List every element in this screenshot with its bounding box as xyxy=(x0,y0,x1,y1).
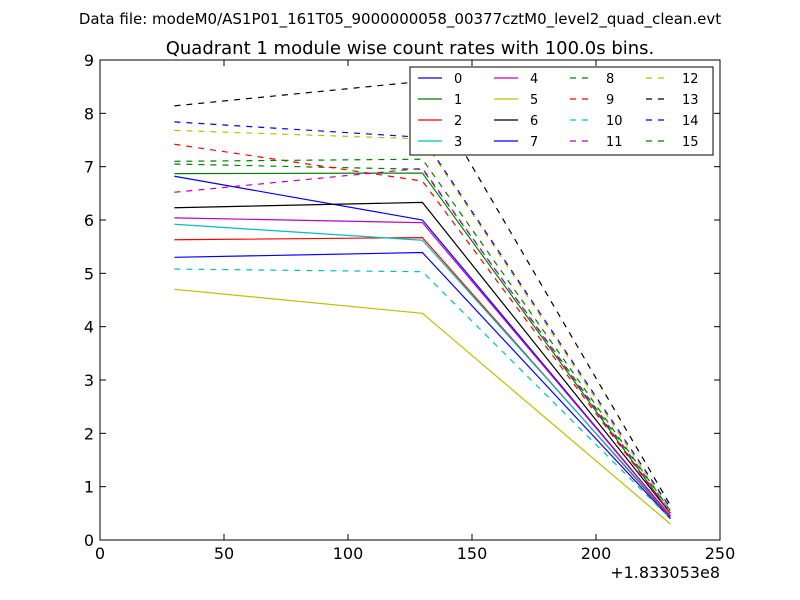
series-line-13 xyxy=(174,80,671,506)
chart-title: Quadrant 1 module wise count rates with … xyxy=(166,38,655,59)
legend-label-9: 9 xyxy=(606,93,614,108)
legend-label-0: 0 xyxy=(454,72,462,87)
plot-frame xyxy=(99,59,721,541)
legend-label-6: 6 xyxy=(530,114,538,129)
series-layer xyxy=(174,80,671,525)
x-tick-label-0: 0 xyxy=(95,544,105,563)
series-line-5 xyxy=(174,288,671,525)
legend-label-10: 10 xyxy=(606,114,623,129)
y-tick-label-8: 8 xyxy=(84,104,94,123)
legend-box xyxy=(409,66,714,156)
y-tick-label-9: 9 xyxy=(84,51,94,70)
x-offset-label: +1.833053e8 xyxy=(610,563,720,582)
legend-label-2: 2 xyxy=(454,114,462,129)
legend-label-11: 11 xyxy=(606,135,623,150)
series-line-11 xyxy=(174,167,671,514)
x-tick-label-100: 100 xyxy=(333,544,364,563)
y-tick-label-0: 0 xyxy=(84,531,94,550)
chart-suptitle: Data file: modeM0/AS1P01_161T05_90000000… xyxy=(79,10,721,29)
legend-label-15: 15 xyxy=(682,135,699,150)
x-tick-label-50: 50 xyxy=(214,544,234,563)
y-tick-label-3: 3 xyxy=(84,371,94,390)
series-line-10 xyxy=(174,268,671,520)
series-line-1 xyxy=(174,172,671,514)
legend-label-4: 4 xyxy=(530,72,538,87)
series-line-3 xyxy=(174,223,671,517)
y-tick-label-1: 1 xyxy=(84,478,94,497)
legend-label-14: 14 xyxy=(682,114,699,129)
x-tick-label-250: 250 xyxy=(705,544,736,563)
y-tick-label-6: 6 xyxy=(84,211,94,230)
series-line-14 xyxy=(174,121,671,509)
series-line-4 xyxy=(174,217,671,517)
legend-label-12: 12 xyxy=(682,72,699,87)
series-line-8 xyxy=(174,163,671,512)
y-tick-label-7: 7 xyxy=(84,158,94,177)
series-line-7 xyxy=(174,251,671,520)
legend-label-5: 5 xyxy=(530,93,538,108)
series-line-12 xyxy=(174,129,671,511)
legend-label-7: 7 xyxy=(530,135,538,150)
x-tick-label-150: 150 xyxy=(457,544,488,563)
series-line-15 xyxy=(174,158,671,512)
legend-label-3: 3 xyxy=(454,135,462,150)
y-tick-label-5: 5 xyxy=(84,264,94,283)
series-line-6 xyxy=(174,201,671,514)
series-line-0 xyxy=(174,175,671,517)
legend-label-8: 8 xyxy=(606,72,614,87)
y-tick-label-4: 4 xyxy=(84,318,94,337)
x-tick-label-200: 200 xyxy=(581,544,612,563)
legend-label-13: 13 xyxy=(682,93,699,108)
series-line-9 xyxy=(174,143,671,514)
y-tick-label-2: 2 xyxy=(84,424,94,443)
legend-label-1: 1 xyxy=(454,93,462,108)
